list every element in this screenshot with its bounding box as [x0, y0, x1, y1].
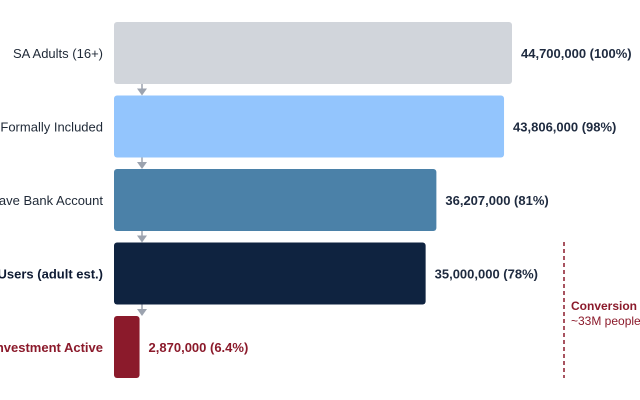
value-label-investment-active: 2,870,000 (6.4%)	[149, 340, 249, 355]
conversion-gap-annotation: Conversion g ~33M people	[563, 242, 640, 378]
category-label-formally-included: Formally Included	[0, 120, 103, 135]
bar-have-bank-account	[114, 169, 437, 231]
conversion-gap-subtitle: ~33M people	[571, 314, 640, 328]
value-label-formally-included: 43,806,000 (98%)	[513, 120, 616, 135]
funnel-connectors	[137, 84, 147, 316]
funnel-bars	[114, 22, 512, 378]
connector-arrow-icon	[137, 88, 147, 96]
connector-arrow-icon	[137, 235, 147, 243]
connector-arrow-icon	[137, 309, 147, 316]
value-label-users-adult-est: 35,000,000 (78%)	[435, 267, 538, 282]
value-label-have-bank-account: 36,207,000 (81%)	[445, 193, 548, 208]
conversion-gap-title: Conversion g	[571, 299, 640, 313]
bar-formally-included	[114, 95, 505, 158]
category-label-investment-active: Investment Active	[0, 340, 103, 355]
category-label-users-adult-est: Users (adult est.)	[0, 267, 103, 282]
category-label-have-bank-account: Have Bank Account	[0, 193, 103, 208]
category-label-sa-adults-16: SA Adults (16+)	[13, 46, 103, 61]
connector-arrow-icon	[137, 162, 147, 169]
bar-investment-active	[114, 316, 140, 378]
bar-sa-adults-16	[114, 22, 512, 84]
category-labels: SA Adults (16+) Formally Included Have Ban…	[0, 46, 103, 355]
value-labels: 44,700,000 (100%) 43,806,000 (98%) 36,207,…	[149, 46, 632, 355]
bar-users-adult-est	[114, 242, 426, 305]
value-label-sa-adults-16: 44,700,000 (100%)	[521, 46, 632, 61]
